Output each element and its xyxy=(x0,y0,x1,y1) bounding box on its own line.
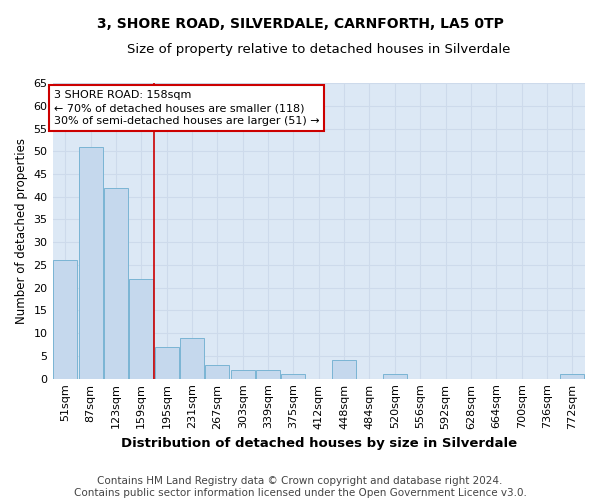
Bar xyxy=(383,374,407,378)
Bar xyxy=(155,347,179,378)
Title: Size of property relative to detached houses in Silverdale: Size of property relative to detached ho… xyxy=(127,42,511,56)
Bar xyxy=(256,370,280,378)
Text: 3 SHORE ROAD: 158sqm
← 70% of detached houses are smaller (118)
30% of semi-deta: 3 SHORE ROAD: 158sqm ← 70% of detached h… xyxy=(54,90,319,126)
Bar xyxy=(180,338,204,378)
Bar xyxy=(205,365,229,378)
Bar xyxy=(560,374,584,378)
Bar xyxy=(332,360,356,378)
Bar xyxy=(281,374,305,378)
Bar xyxy=(53,260,77,378)
Bar xyxy=(230,370,255,378)
Bar xyxy=(104,188,128,378)
Bar xyxy=(129,278,154,378)
Y-axis label: Number of detached properties: Number of detached properties xyxy=(15,138,28,324)
Text: Contains HM Land Registry data © Crown copyright and database right 2024.
Contai: Contains HM Land Registry data © Crown c… xyxy=(74,476,526,498)
Bar xyxy=(79,146,103,378)
X-axis label: Distribution of detached houses by size in Silverdale: Distribution of detached houses by size … xyxy=(121,437,517,450)
Text: 3, SHORE ROAD, SILVERDALE, CARNFORTH, LA5 0TP: 3, SHORE ROAD, SILVERDALE, CARNFORTH, LA… xyxy=(97,18,503,32)
